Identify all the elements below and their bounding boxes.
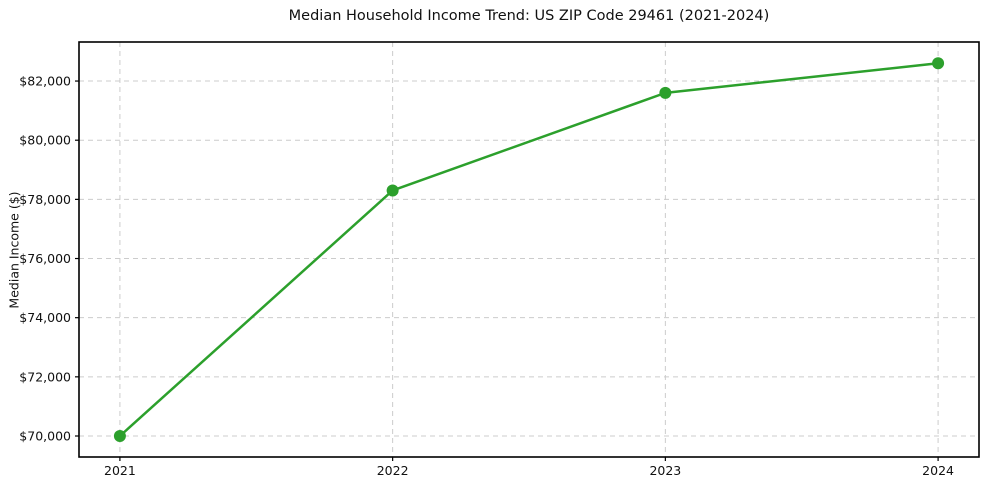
x-tick-label: 2024 [922,463,954,478]
income-trend-line [118,62,940,438]
y-tick-label: $78,000 [19,192,71,207]
y-tick-label: $72,000 [19,369,71,384]
y-tick-label: $70,000 [19,428,71,443]
data-point-2024 [932,57,945,70]
data-point-2023 [659,86,672,99]
y-tick-label: $76,000 [19,251,71,266]
x-tick-label: 2023 [649,463,681,478]
y-tick-label: $82,000 [19,74,71,89]
x-tick-label: 2022 [377,463,409,478]
chart-title: Median Household Income Trend: US ZIP Co… [288,8,770,24]
plot-border [78,41,980,458]
x-tick-label: 2021 [104,463,136,478]
data-point-2021 [113,429,126,442]
data-point-2022 [386,184,399,197]
y-tick-label: $80,000 [19,133,71,148]
y-tick-label: $74,000 [19,310,71,325]
